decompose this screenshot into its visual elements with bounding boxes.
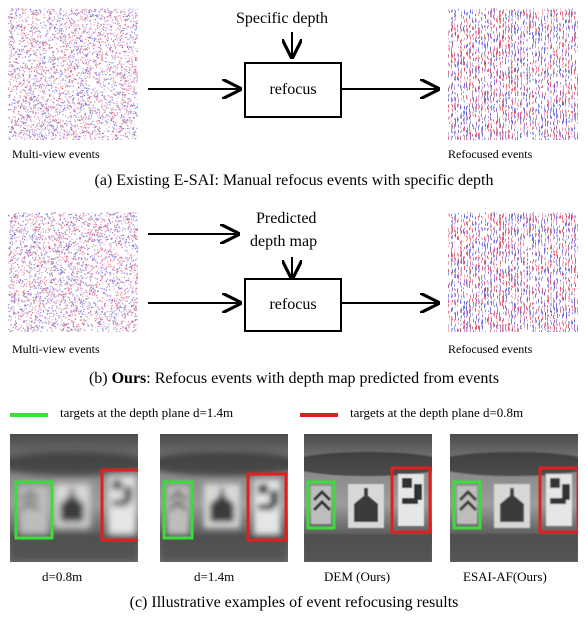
caption-b-bold: Ours (111, 370, 147, 387)
input-label-a: Multi-view events (12, 147, 100, 161)
caption-b-prefix: (b) (88, 370, 112, 387)
legend-green-swatch (10, 413, 48, 417)
result-image-d14 (160, 434, 288, 562)
result-image-d08 (10, 434, 138, 562)
depth-label-b-line2: depth map (250, 233, 318, 250)
caption-b: (b) Ours: Refocus events with depth map … (0, 370, 588, 388)
input-label-b: Multi-view events (12, 342, 100, 356)
output-label-b: Refocused events (448, 342, 533, 356)
depth-label-b-line1: Predicted (256, 210, 317, 227)
multi-view-events-image-a (8, 8, 138, 140)
caption-c: (c) Illustrative examples of event refoc… (129, 594, 459, 611)
legend-green-label: targets at the depth plane d=1.4m (60, 405, 234, 420)
depth-label-a: Specific depth (236, 10, 328, 27)
arrows-b (148, 200, 588, 360)
arrows-a (148, 32, 588, 200)
image-label-3: DEM (Ours) (324, 569, 391, 584)
image-label-1: d=0.8m (42, 569, 83, 584)
legend-red-label: targets at the depth plane d=0.8m (350, 405, 524, 420)
legend-red-swatch (300, 413, 338, 417)
caption-a: (a) Existing E-SAI: Manual refocus event… (94, 172, 494, 189)
image-label-4: ESAI-AF(Ours) (463, 569, 547, 584)
refocus-box-a: refocus (244, 62, 342, 118)
multi-view-events-image-b (8, 212, 138, 332)
caption-b-rest: : Refocus events with depth map predicte… (146, 370, 500, 387)
refocused-events-image-a (448, 8, 578, 140)
output-label-a: Refocused events (448, 147, 533, 161)
refocused-events-image-b (448, 212, 578, 332)
result-image-esai-af (450, 434, 578, 562)
result-image-dem (304, 434, 432, 562)
refocus-box-b: refocus (244, 278, 342, 332)
image-label-2: d=1.4m (194, 569, 235, 584)
